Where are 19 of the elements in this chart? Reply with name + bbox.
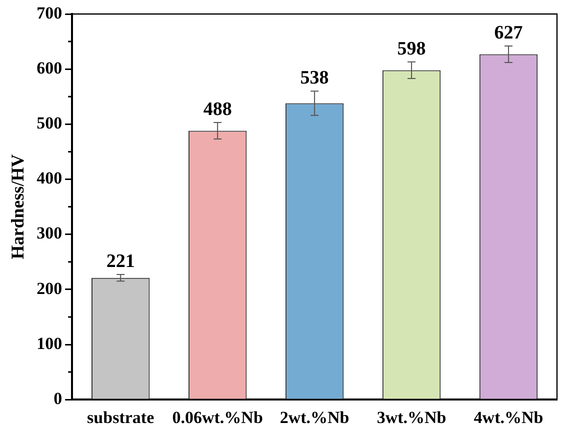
data-label: 488 xyxy=(203,98,232,120)
y-tick-label: 600 xyxy=(36,58,62,78)
data-label: 221 xyxy=(106,250,135,272)
data-label: 598 xyxy=(397,38,426,60)
y-axis-title: Hardness/HV xyxy=(7,154,28,260)
data-label: 627 xyxy=(494,22,524,44)
data-label: 538 xyxy=(300,68,329,89)
x-tick-label: 3wt.%Nb xyxy=(376,408,446,428)
y-tick-label: 300 xyxy=(36,224,62,243)
y-tick-label: 200 xyxy=(36,278,62,298)
y-tick-label: 500 xyxy=(36,114,62,133)
x-tick-label: 0.06wt.%Nb xyxy=(172,408,263,428)
x-tick-label: 4wt.%Nb xyxy=(474,408,544,428)
y-tick-label: 0 xyxy=(54,388,62,408)
x-tick-label: substrate xyxy=(87,408,155,428)
y-tick-label: 100 xyxy=(36,334,62,353)
x-tick-label: 2wt.%Nb xyxy=(280,408,350,428)
y-tick-label: 400 xyxy=(36,168,62,188)
y-tick-label: 700 xyxy=(36,3,62,22)
